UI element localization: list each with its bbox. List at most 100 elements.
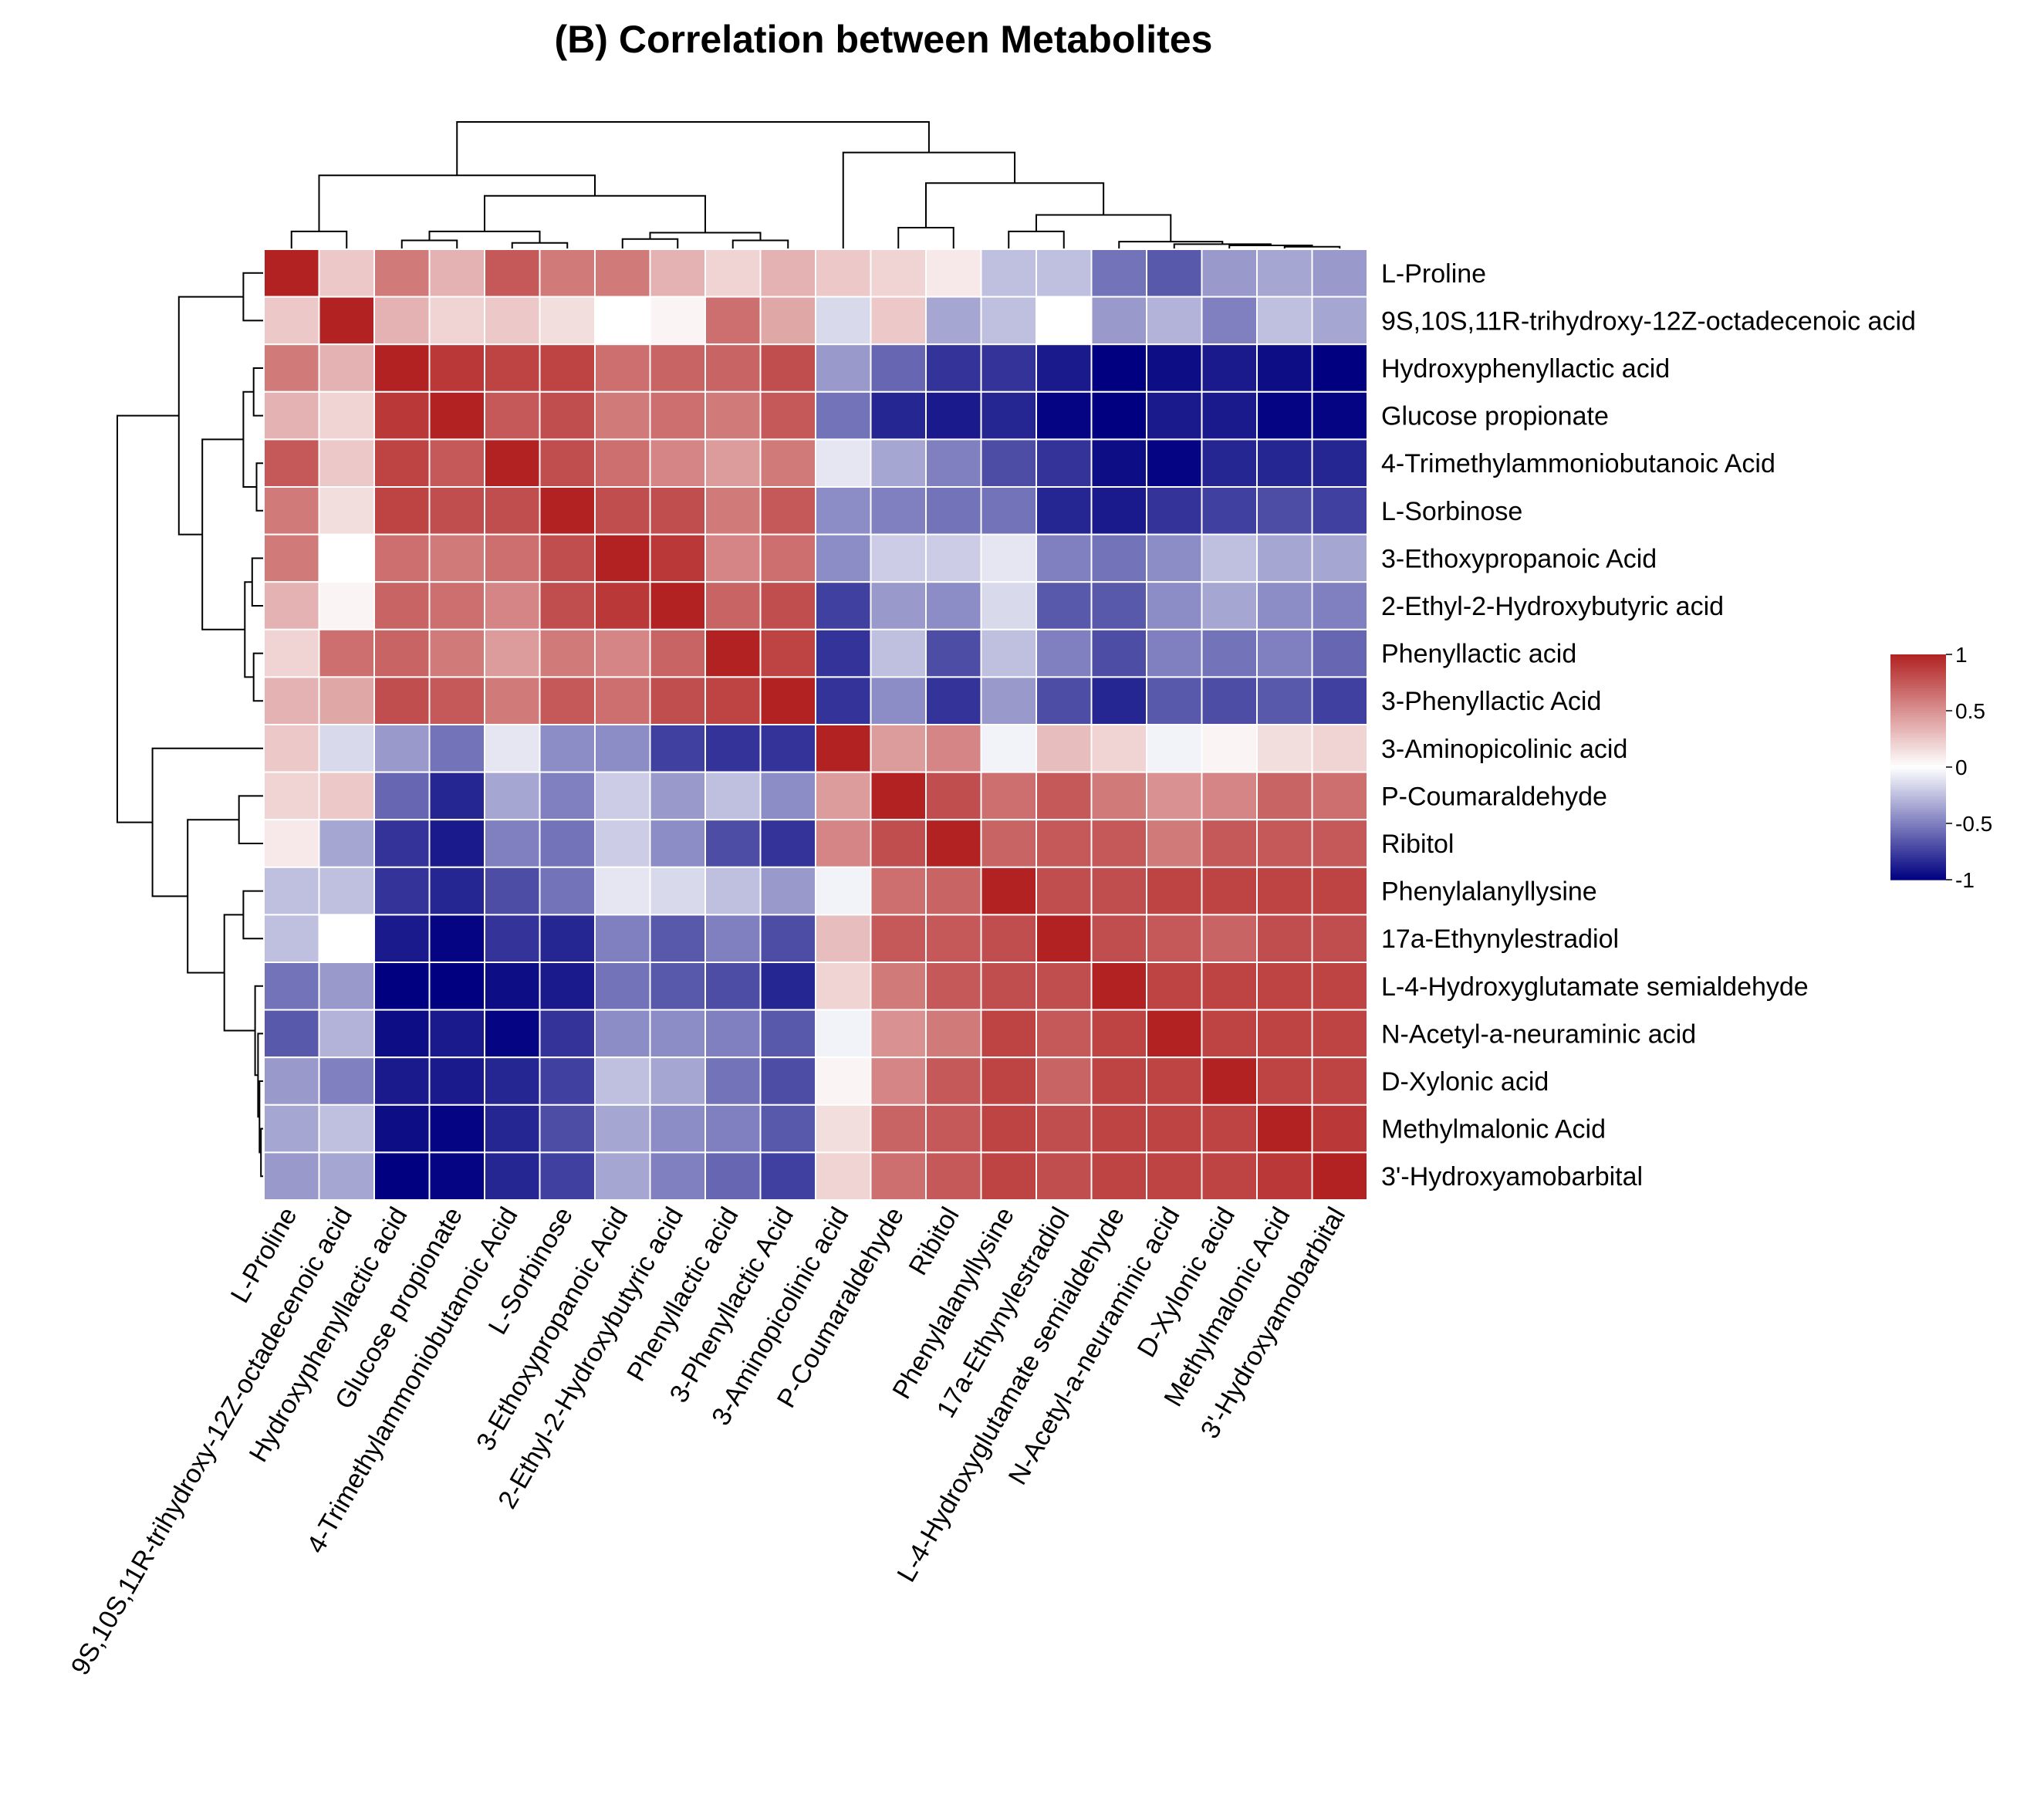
heatmap-cell: [373, 628, 431, 678]
heatmap-cell: [1090, 628, 1147, 678]
heatmap-cell: [1201, 819, 1258, 868]
legend-gradient-step: [1890, 731, 1946, 734]
heatmap-cell: [539, 866, 596, 916]
legend-tick-label: 0: [1955, 755, 1968, 779]
heatmap-cell: [759, 533, 816, 583]
dendrogram-branch: [290, 230, 348, 249]
heatmap-cell: [373, 819, 431, 868]
legend-gradient-step: [1890, 773, 1946, 777]
heatmap-cell: [1256, 771, 1313, 821]
heatmap-cell: [1201, 628, 1258, 678]
heatmap-cell: [1201, 724, 1258, 773]
heatmap-cell: [925, 1009, 982, 1059]
heatmap-cell: [1201, 486, 1258, 536]
heatmap-cell: [1146, 962, 1203, 1011]
heatmap-cell: [1311, 343, 1368, 393]
heatmap-cell: [1090, 724, 1147, 773]
heatmap-cell: [594, 438, 651, 488]
heatmap-cell: [373, 581, 431, 630]
heatmap-cell: [759, 771, 816, 821]
heatmap-cell: [1256, 962, 1313, 1011]
row-label: Methylmalonic Acid: [1381, 1115, 1606, 1144]
heatmap-cell: [980, 628, 1037, 678]
heatmap-cell: [1146, 676, 1203, 726]
heatmap-cell: [484, 390, 541, 441]
heatmap-cell: [704, 581, 762, 630]
legend-gradient-step: [1890, 668, 1946, 671]
heatmap-cell: [1201, 438, 1258, 488]
heatmap-cell: [759, 628, 816, 678]
heatmap-cell: [1311, 771, 1368, 821]
heatmap-cell: [1146, 819, 1203, 868]
heatmap-cell: [594, 628, 651, 678]
heatmap-cell: [484, 343, 541, 393]
heatmap-cell: [373, 724, 431, 773]
heatmap-cell: [759, 1151, 816, 1202]
legend-gradient-step: [1890, 794, 1946, 797]
heatmap-cell: [815, 343, 872, 393]
heatmap-cell: [759, 343, 816, 393]
legend-gradient-step: [1890, 733, 1946, 736]
heatmap-cell: [1146, 628, 1203, 678]
heatmap-cell: [1311, 962, 1368, 1011]
legend-gradient-step: [1890, 674, 1946, 678]
heatmap-cell: [925, 533, 982, 583]
heatmap-cell: [759, 819, 816, 868]
heatmap-cell: [1256, 676, 1313, 726]
heatmap-cell: [594, 343, 651, 393]
heatmap-cell: [1201, 296, 1258, 346]
legend-gradient-step: [1890, 846, 1946, 849]
heatmap-cell: [484, 1151, 541, 1202]
row-label: N-Acetyl-a-neuraminic acid: [1381, 1019, 1696, 1049]
heatmap-cell: [759, 1009, 816, 1059]
heatmap-cell: [594, 676, 651, 726]
row-label: 9S,10S,11R-trihydroxy-12Z-octadecenoic a…: [1381, 306, 1916, 336]
heatmap-cell: [428, 819, 485, 868]
legend-gradient-step: [1890, 728, 1946, 732]
dendrogram-branch: [244, 581, 254, 678]
legend-tick-label: 1: [1955, 643, 1968, 667]
heatmap-cell: [704, 1104, 762, 1154]
heatmap-cell: [373, 533, 431, 583]
heatmap-cell: [539, 1104, 596, 1154]
heatmap-cell: [484, 533, 541, 583]
heatmap-cell: [1311, 390, 1368, 441]
heatmap-cell: [1146, 1009, 1203, 1059]
heatmap-cell: [815, 296, 872, 346]
heatmap-cell: [263, 819, 320, 868]
heatmap-cell: [815, 962, 872, 1011]
heatmap-cell: [539, 676, 596, 726]
heatmap-cell: [428, 343, 485, 393]
heatmap-cell: [815, 819, 872, 868]
row-label: 3-Phenyllactic Acid: [1381, 687, 1601, 716]
legend-gradient-step: [1890, 735, 1946, 739]
heatmap-cell: [373, 676, 431, 726]
heatmap-cell: [1201, 914, 1258, 964]
heatmap-cell: [373, 914, 431, 964]
heatmap-cell: [925, 914, 982, 964]
heatmap-cell: [428, 771, 485, 821]
heatmap-cell: [428, 1151, 485, 1202]
heatmap-cell: [815, 628, 872, 678]
legend-gradient-step: [1890, 852, 1946, 856]
dendrogram-branch: [511, 242, 569, 249]
heatmap-cell: [1036, 438, 1093, 488]
heatmap-cell: [704, 1056, 762, 1106]
legend-gradient-step: [1890, 807, 1946, 811]
heatmap-cell: [263, 390, 320, 441]
heatmap-cell: [1201, 1151, 1258, 1202]
heatmap-cell: [980, 248, 1037, 298]
heatmap-cell: [428, 676, 485, 726]
heatmap-cell: [1090, 771, 1147, 821]
legend-gradient-step: [1890, 830, 1946, 833]
heatmap-cell: [925, 628, 982, 678]
legend-gradient-step: [1890, 821, 1946, 824]
legend-gradient-step: [1890, 760, 1946, 763]
heatmap-cell: [539, 581, 596, 630]
heatmap-cell: [815, 438, 872, 488]
heatmap-cell: [815, 914, 872, 964]
column-dendrogram: [290, 121, 1341, 249]
legend-gradient-step: [1890, 819, 1946, 822]
legend-gradient-step: [1890, 724, 1946, 728]
legend-gradient-step: [1890, 758, 1946, 761]
